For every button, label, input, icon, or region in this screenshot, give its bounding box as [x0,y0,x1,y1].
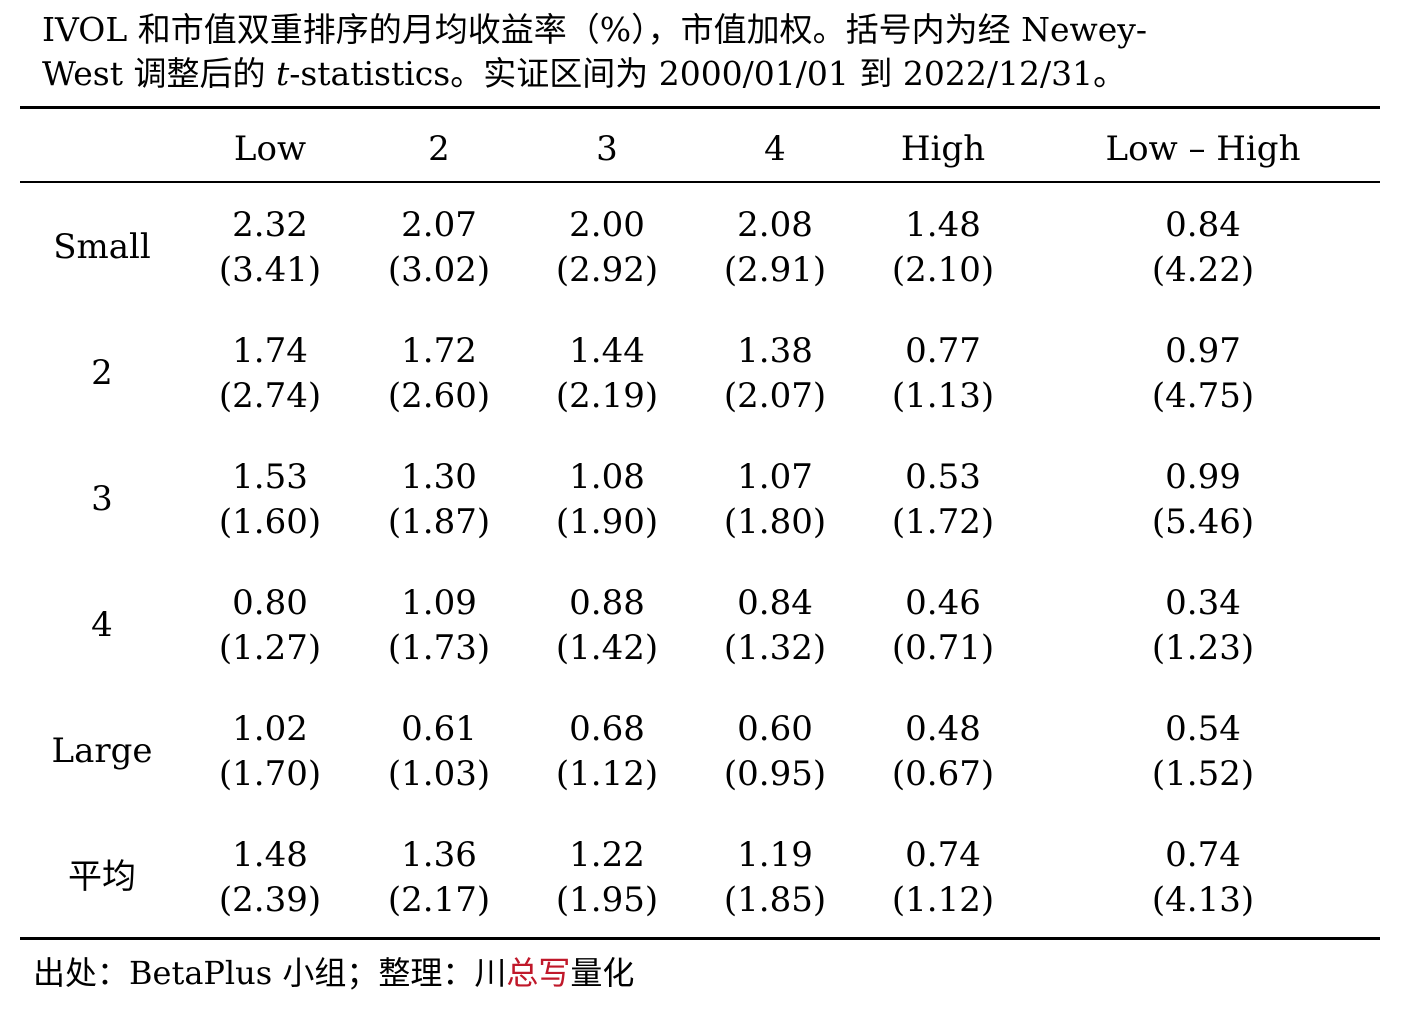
table-header-rule [20,181,1380,183]
column-header: High [900,129,986,169]
tstat-cell: (2.19) [555,376,659,416]
value-cell: 0.99 [1165,457,1241,497]
tstat-cell: (0.67) [891,754,995,794]
value-cell: 1.74 [232,331,308,371]
tstat-cell: (2.91) [723,250,827,290]
caption-t-symbol: t [275,54,290,93]
tstat-cell: (2.74) [218,376,322,416]
value-cell: 2.00 [569,205,645,245]
caption-line-2-end: -statistics。实证区间为 2000/01/01 到 2022/12/3… [289,54,1127,93]
value-cell: 1.48 [232,835,308,875]
value-cell: 1.09 [401,583,477,623]
tstat-cell: (2.10) [891,250,995,290]
tstat-cell: (4.75) [1151,376,1255,416]
table-top-rule [20,106,1380,109]
value-cell: 1.08 [569,457,645,497]
tstat-cell: (4.13) [1151,880,1255,920]
column-header: Low [233,129,307,169]
tstat-cell: (1.42) [555,628,659,668]
value-cell: 1.36 [401,835,477,875]
source-note: 出处：BetaPlus 小组；整理：川总写量化 [33,950,634,996]
tstat-cell: (1.60) [218,502,322,542]
tstat-cell: (4.22) [1151,250,1255,290]
tstat-cell: (1.70) [218,754,322,794]
table-caption: IVOL 和市值双重排序的月均收益率（%），市值加权。括号内为经 Newey- … [42,8,1360,96]
value-cell: 0.88 [569,583,645,623]
source-highlight: 总写 [506,954,571,992]
value-cell: 0.97 [1165,331,1241,371]
tstat-cell: (1.13) [891,376,995,416]
table-bottom-rule [20,937,1380,940]
value-cell: 2.08 [737,205,813,245]
value-cell: 2.07 [401,205,477,245]
value-cell: 0.74 [905,835,981,875]
tstat-cell: (5.46) [1151,502,1255,542]
column-header: 4 [764,129,786,169]
tstat-cell: (1.80) [723,502,827,542]
tstat-cell: (1.52) [1151,754,1255,794]
row-label: Large [51,731,153,771]
value-cell: 1.53 [232,457,308,497]
tstat-cell: (1.73) [387,628,491,668]
source-text: 出处：BetaPlus 小组；整理：川 [33,954,507,992]
caption-line-2-start: West 调整后的 [42,54,276,93]
value-cell: 0.53 [905,457,981,497]
value-cell: 1.38 [737,331,813,371]
value-cell: 0.84 [737,583,813,623]
value-cell: 0.60 [737,709,813,749]
source-suffix: 量化 [570,954,635,992]
value-cell: 0.74 [1165,835,1241,875]
tstat-cell: (0.95) [723,754,827,794]
value-cell: 1.72 [401,331,477,371]
tstat-cell: (1.32) [723,628,827,668]
value-cell: 0.61 [401,709,477,749]
value-cell: 1.48 [905,205,981,245]
row-label: 平均 [68,857,136,897]
row-label: 2 [91,353,113,393]
value-cell: 0.84 [1165,205,1241,245]
tstat-cell: (1.03) [387,754,491,794]
caption-line-1: IVOL 和市值双重排序的月均收益率（%），市值加权。括号内为经 Newey- [42,10,1148,49]
row-label: 4 [91,605,113,645]
value-cell: 0.77 [905,331,981,371]
tstat-cell: (1.23) [1151,628,1255,668]
column-header: Low – High [1105,129,1301,169]
tstat-cell: (3.02) [387,250,491,290]
value-cell: 2.32 [232,205,308,245]
value-cell: 0.48 [905,709,981,749]
tstat-cell: (1.72) [891,502,995,542]
row-label: Small [53,227,151,267]
tstat-cell: (2.60) [387,376,491,416]
tstat-cell: (1.95) [555,880,659,920]
row-label: 3 [91,479,113,519]
value-cell: 1.30 [401,457,477,497]
tstat-cell: (1.12) [555,754,659,794]
value-cell: 1.44 [569,331,645,371]
tstat-cell: (2.39) [218,880,322,920]
tstat-cell: (1.90) [555,502,659,542]
value-cell: 1.02 [232,709,308,749]
tstat-cell: (1.27) [218,628,322,668]
value-cell: 0.34 [1165,583,1241,623]
tstat-cell: (2.07) [723,376,827,416]
tstat-cell: (3.41) [218,250,322,290]
value-cell: 0.80 [232,583,308,623]
tstat-cell: (1.12) [891,880,995,920]
column-header: 3 [596,129,618,169]
value-cell: 0.46 [905,583,981,623]
value-cell: 0.54 [1165,709,1241,749]
value-cell: 0.68 [569,709,645,749]
tstat-cell: (2.92) [555,250,659,290]
tstat-cell: (0.71) [891,628,995,668]
tstat-cell: (2.17) [387,880,491,920]
value-cell: 1.07 [737,457,813,497]
value-cell: 1.22 [569,835,645,875]
value-cell: 1.19 [737,835,813,875]
tstat-cell: (1.85) [723,880,827,920]
tstat-cell: (1.87) [387,502,491,542]
column-header: 2 [428,129,450,169]
